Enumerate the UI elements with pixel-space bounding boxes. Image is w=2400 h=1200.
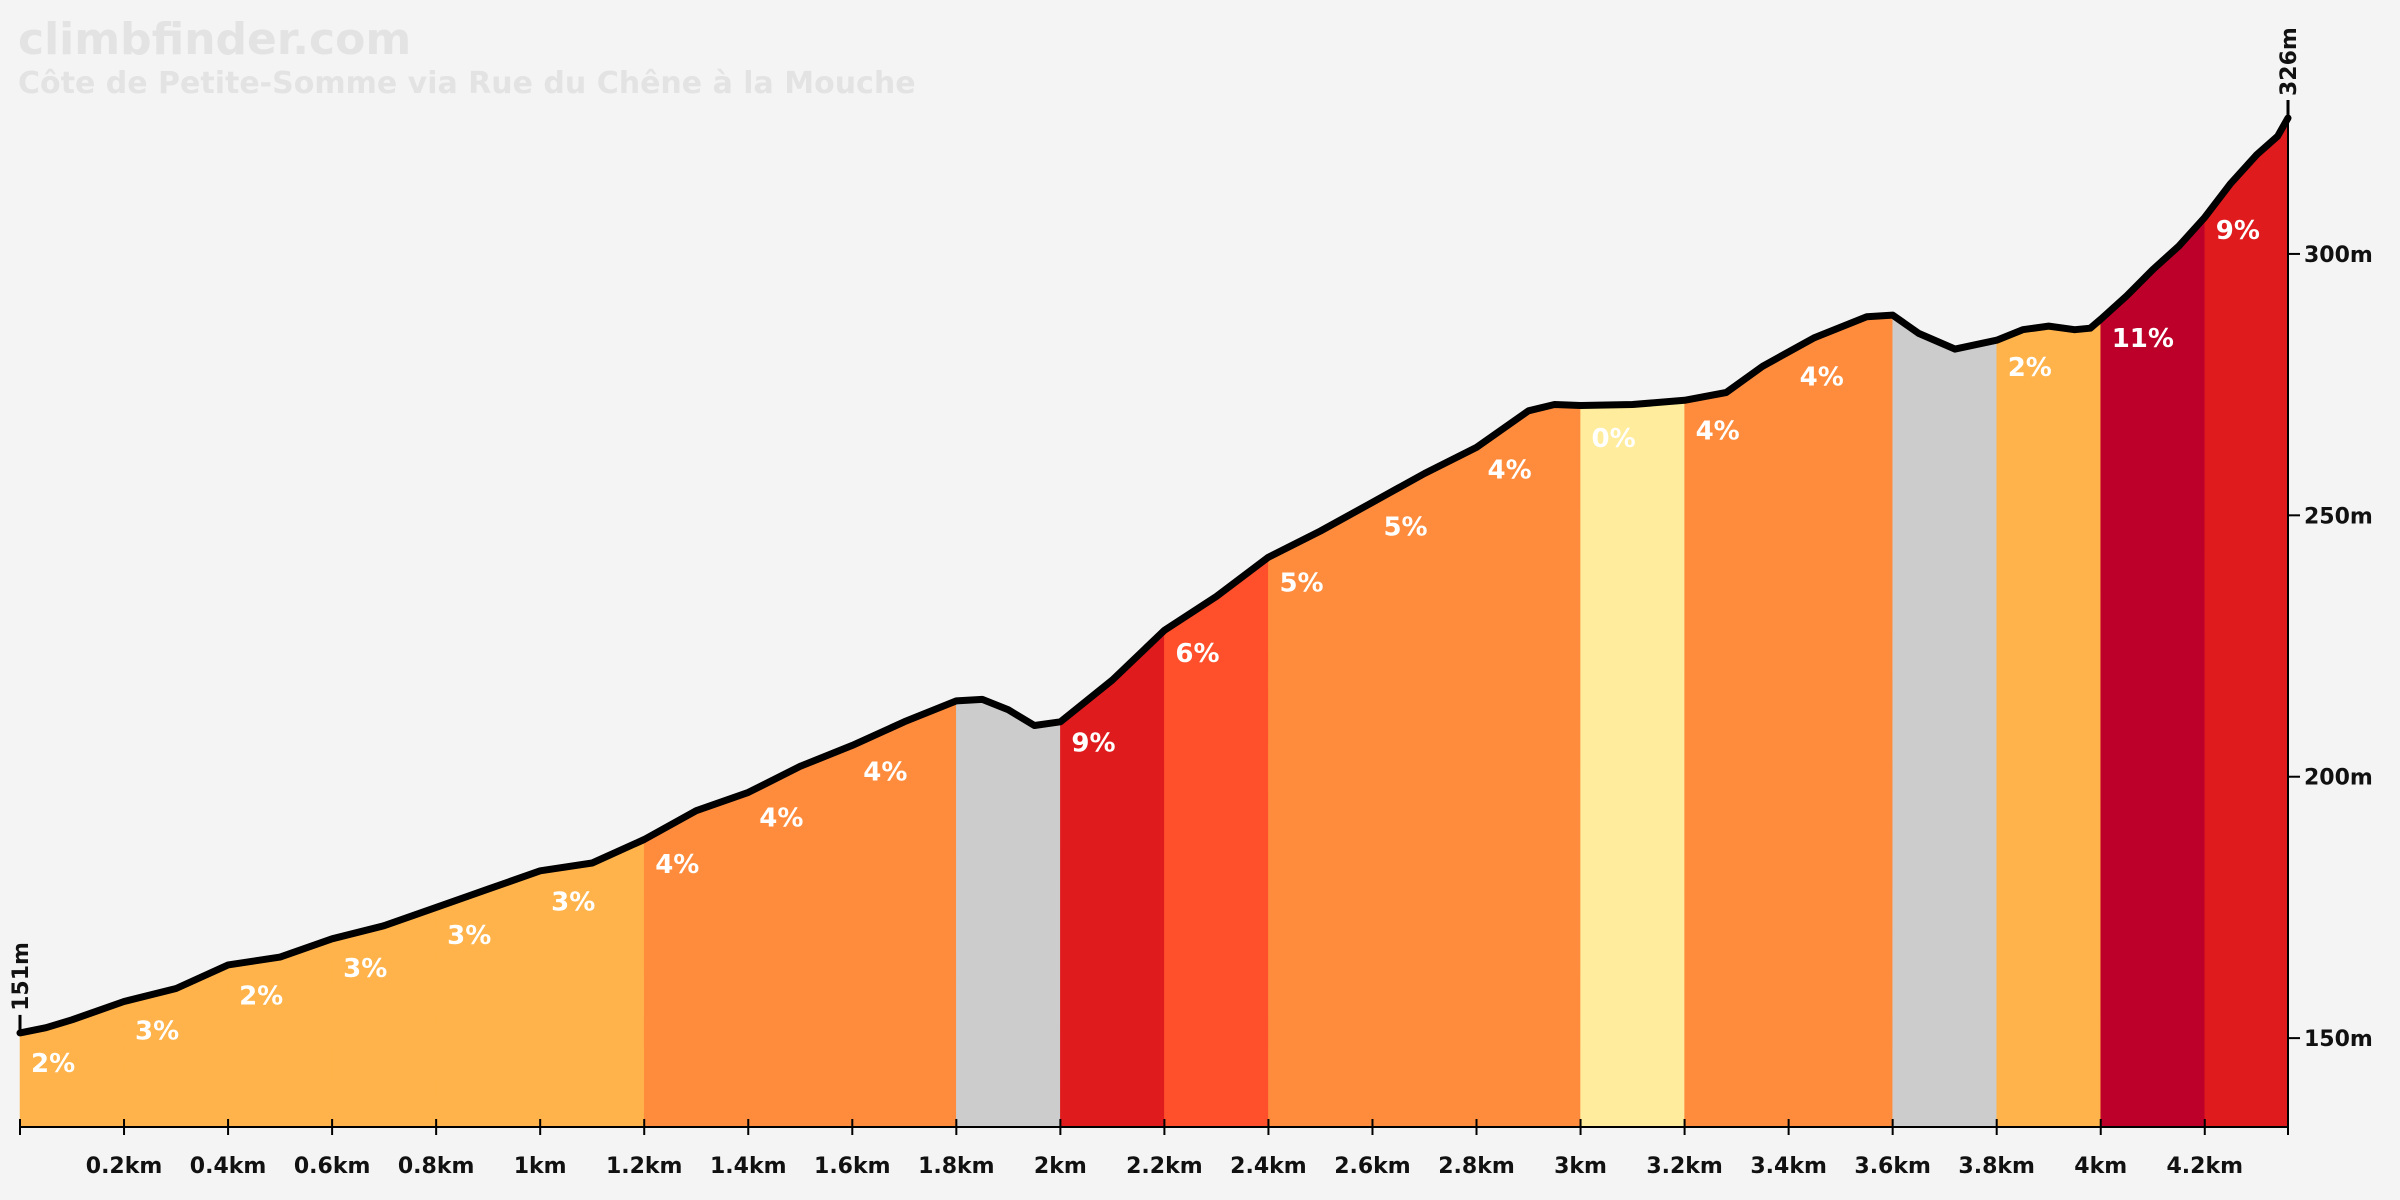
gradient-label-19: 2% (2008, 353, 2052, 383)
gradient-label-14: 4% (1488, 455, 1532, 485)
segment-9 (956, 699, 1061, 1128)
gradient-label-20: 11% (2112, 324, 2174, 354)
gradient-label-7: 4% (759, 804, 803, 834)
watermark-title: Côte de Petite-Somme via Rue du Chêne à … (18, 66, 916, 101)
gradient-label-4: 3% (447, 921, 491, 951)
segment-4 (435, 870, 541, 1128)
segment-14 (1476, 404, 1581, 1128)
x-tick-label-9: 2km (1034, 1154, 1087, 1179)
x-tick-label-18: 3.8km (1958, 1154, 2035, 1179)
x-tick-label-3: 0.8km (398, 1154, 475, 1179)
gradient-label-15: 0% (1592, 424, 1636, 454)
x-tick-label-7: 1.6km (814, 1154, 891, 1179)
segment-18 (1892, 314, 1997, 1128)
gradient-label-0: 2% (31, 1049, 75, 1079)
gradient-label-5: 3% (551, 887, 595, 917)
x-tick-label-12: 2.6km (1334, 1154, 1411, 1179)
gradient-label-17: 4% (1800, 362, 1844, 392)
watermark-site: climbfinder.com (18, 14, 412, 65)
x-tick-label-6: 1.4km (710, 1154, 787, 1179)
y-tick-label-3: 300m (2304, 243, 2373, 268)
x-tick-label-16: 3.4km (1750, 1154, 1827, 1179)
segment-13 (1372, 446, 1477, 1128)
segment-2 (227, 938, 333, 1128)
gradient-label-10: 9% (1071, 728, 1115, 758)
x-tick-label-19: 4km (2074, 1154, 2127, 1179)
gradient-label-11: 6% (1175, 639, 1219, 669)
y-tick-label-2: 250m (2304, 504, 2373, 529)
segment-19 (1996, 318, 2101, 1128)
segment-5 (539, 839, 645, 1128)
segment-6 (643, 792, 749, 1128)
segment-15 (1580, 400, 1685, 1128)
x-tick-label-5: 1.2km (606, 1154, 683, 1179)
x-tick-label-8: 1.8km (918, 1154, 995, 1179)
gradient-label-3: 3% (343, 954, 387, 984)
gradient-label-1: 3% (135, 1017, 179, 1047)
x-tick-label-11: 2.4km (1230, 1154, 1307, 1179)
x-tick-label-14: 3km (1554, 1154, 1607, 1179)
watermark: climbfinder.com Côte de Petite-Somme via… (18, 14, 916, 102)
x-tick-label-0: 0.2km (86, 1154, 163, 1179)
x-tick-label-15: 3.2km (1646, 1154, 1723, 1179)
gradient-label-16: 4% (1696, 416, 1740, 446)
x-tick-label-4: 1km (514, 1154, 567, 1179)
x-tick-label-1: 0.4km (190, 1154, 267, 1179)
x-tick-label-17: 3.6km (1854, 1154, 1931, 1179)
profile-line (16, 114, 2292, 1037)
gradient-label-6: 4% (655, 850, 699, 880)
x-tick-label-10: 2.2km (1126, 1154, 1203, 1179)
gradient-label-12: 5% (1279, 568, 1323, 598)
segment-21 (2204, 117, 2289, 1128)
gradient-label-21: 9% (2216, 216, 2260, 246)
start-elevation-label: 151m (9, 942, 34, 1011)
gradient-label-2: 2% (239, 982, 283, 1012)
x-tick-label-20: 4.2km (2167, 1154, 2244, 1179)
x-tick-label-13: 2.8km (1438, 1154, 1515, 1179)
y-tick-label-0: 150m (2304, 1027, 2373, 1052)
segment-3 (331, 907, 437, 1128)
end-elevation-label: 326m (2277, 27, 2302, 96)
segment-16 (1684, 351, 1789, 1128)
gradient-label-8: 4% (863, 757, 907, 787)
gradient-label-13: 5% (1383, 513, 1427, 543)
y-tick-label-1: 200m (2304, 766, 2373, 791)
segment-17 (1788, 314, 1893, 1128)
x-tick-label-2: 0.6km (294, 1154, 371, 1179)
